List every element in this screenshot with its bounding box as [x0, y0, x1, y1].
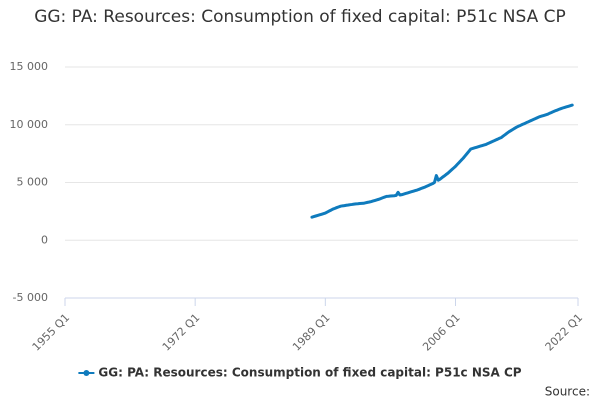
x-tick-label: 2006 Q1 — [420, 311, 463, 354]
chart-title: GG: PA: Resources: Consumption of fixed … — [34, 7, 566, 27]
y-tick-label: 0 — [41, 233, 48, 246]
x-tick-label: 2022 Q1 — [543, 311, 586, 354]
y-tick-label: 10 000 — [10, 118, 49, 131]
x-tick-label: 1972 Q1 — [160, 311, 203, 354]
y-tick-label: 5 000 — [17, 176, 49, 189]
source-label: Source: — [545, 385, 590, 399]
x-tick-label: 1955 Q1 — [30, 311, 73, 354]
x-tick-label: 1989 Q1 — [290, 311, 333, 354]
y-tick-label: 15 000 — [10, 60, 49, 73]
legend-label: GG: PA: Resources: Consumption of fixed … — [98, 366, 521, 380]
legend-marker — [83, 370, 90, 376]
y-tick-label: -5 000 — [13, 291, 48, 304]
series-line — [310, 103, 574, 219]
